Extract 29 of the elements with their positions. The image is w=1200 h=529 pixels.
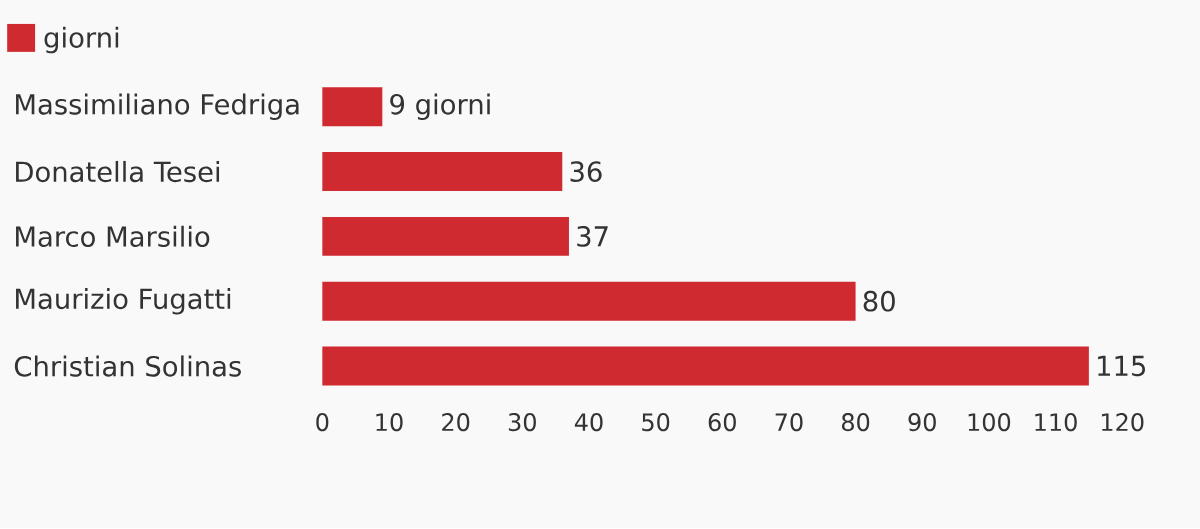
- bar: [322, 87, 383, 127]
- y-tick-label: Christian Solinas: [14, 355, 241, 377]
- x-tick-label: 60: [708, 413, 736, 432]
- legend-label: giorni: [44, 26, 119, 54]
- x-tick-label: 100: [968, 413, 1011, 432]
- x-tick-label: 40: [574, 413, 603, 432]
- x-tick-label: 30: [508, 413, 536, 432]
- y-tick-label: Donatella Tesei: [16, 161, 220, 183]
- data-label: 37: [577, 226, 608, 247]
- bar: [322, 346, 1089, 386]
- data-label: 9 giorni: [390, 93, 490, 121]
- x-tick-label: 50: [642, 413, 670, 432]
- x-tick-label: 20: [442, 413, 470, 432]
- y-tick-label: Massimiliano Fedriga: [16, 93, 299, 121]
- x-tick-label: 90: [908, 413, 936, 432]
- x-tick-label: 0: [316, 413, 329, 432]
- y-tick-label: Marco Marsilio: [16, 225, 210, 248]
- x-tick-label: 10: [376, 413, 403, 432]
- x-tick-label: 80: [841, 413, 870, 432]
- x-tick-label: 70: [775, 413, 803, 432]
- x-tick-label: 120: [1101, 413, 1144, 432]
- x-tick-label: 110: [1035, 413, 1077, 432]
- data-label: 36: [570, 161, 602, 183]
- bar: [322, 152, 563, 192]
- data-label: 80: [863, 291, 895, 312]
- bar: [322, 281, 856, 321]
- y-tick-label: Maurizio Fugatti: [16, 288, 231, 315]
- data-label: 115: [1098, 356, 1145, 377]
- bar: [322, 217, 569, 257]
